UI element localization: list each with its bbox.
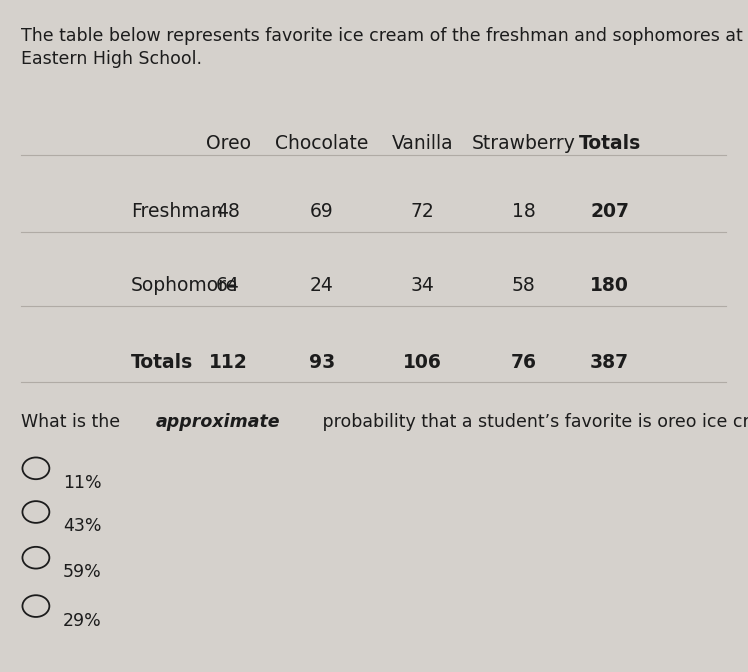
Text: approximate: approximate bbox=[156, 413, 280, 431]
Text: Eastern High School.: Eastern High School. bbox=[21, 50, 202, 68]
Text: Freshman: Freshman bbox=[131, 202, 223, 220]
Text: 43%: 43% bbox=[63, 517, 101, 536]
Text: What is the: What is the bbox=[21, 413, 126, 431]
Text: Chocolate: Chocolate bbox=[275, 134, 368, 153]
Text: 106: 106 bbox=[403, 353, 442, 372]
Text: 72: 72 bbox=[411, 202, 435, 220]
Text: Sophomore: Sophomore bbox=[131, 276, 238, 294]
Text: 69: 69 bbox=[310, 202, 334, 220]
Text: 180: 180 bbox=[590, 276, 629, 294]
Text: 11%: 11% bbox=[63, 474, 102, 492]
Text: 93: 93 bbox=[308, 353, 335, 372]
Text: 58: 58 bbox=[512, 276, 536, 294]
Text: 387: 387 bbox=[590, 353, 629, 372]
Text: 24: 24 bbox=[310, 276, 334, 294]
Text: Totals: Totals bbox=[131, 353, 193, 372]
Text: Strawberry: Strawberry bbox=[472, 134, 575, 153]
Text: Oreo: Oreo bbox=[206, 134, 251, 153]
Text: 18: 18 bbox=[512, 202, 536, 220]
Text: 59%: 59% bbox=[63, 563, 102, 581]
Text: Totals: Totals bbox=[578, 134, 641, 153]
Text: 48: 48 bbox=[216, 202, 240, 220]
Text: probability that a student’s favorite is oreo ice cream?: probability that a student’s favorite is… bbox=[316, 413, 748, 431]
Text: 112: 112 bbox=[209, 353, 248, 372]
Text: 207: 207 bbox=[590, 202, 629, 220]
Text: 34: 34 bbox=[411, 276, 435, 294]
Text: 29%: 29% bbox=[63, 612, 102, 630]
Text: 76: 76 bbox=[511, 353, 536, 372]
Text: 64: 64 bbox=[216, 276, 240, 294]
Text: Vanilla: Vanilla bbox=[392, 134, 453, 153]
Text: The table below represents favorite ice cream of the freshman and sophomores at: The table below represents favorite ice … bbox=[21, 27, 743, 45]
